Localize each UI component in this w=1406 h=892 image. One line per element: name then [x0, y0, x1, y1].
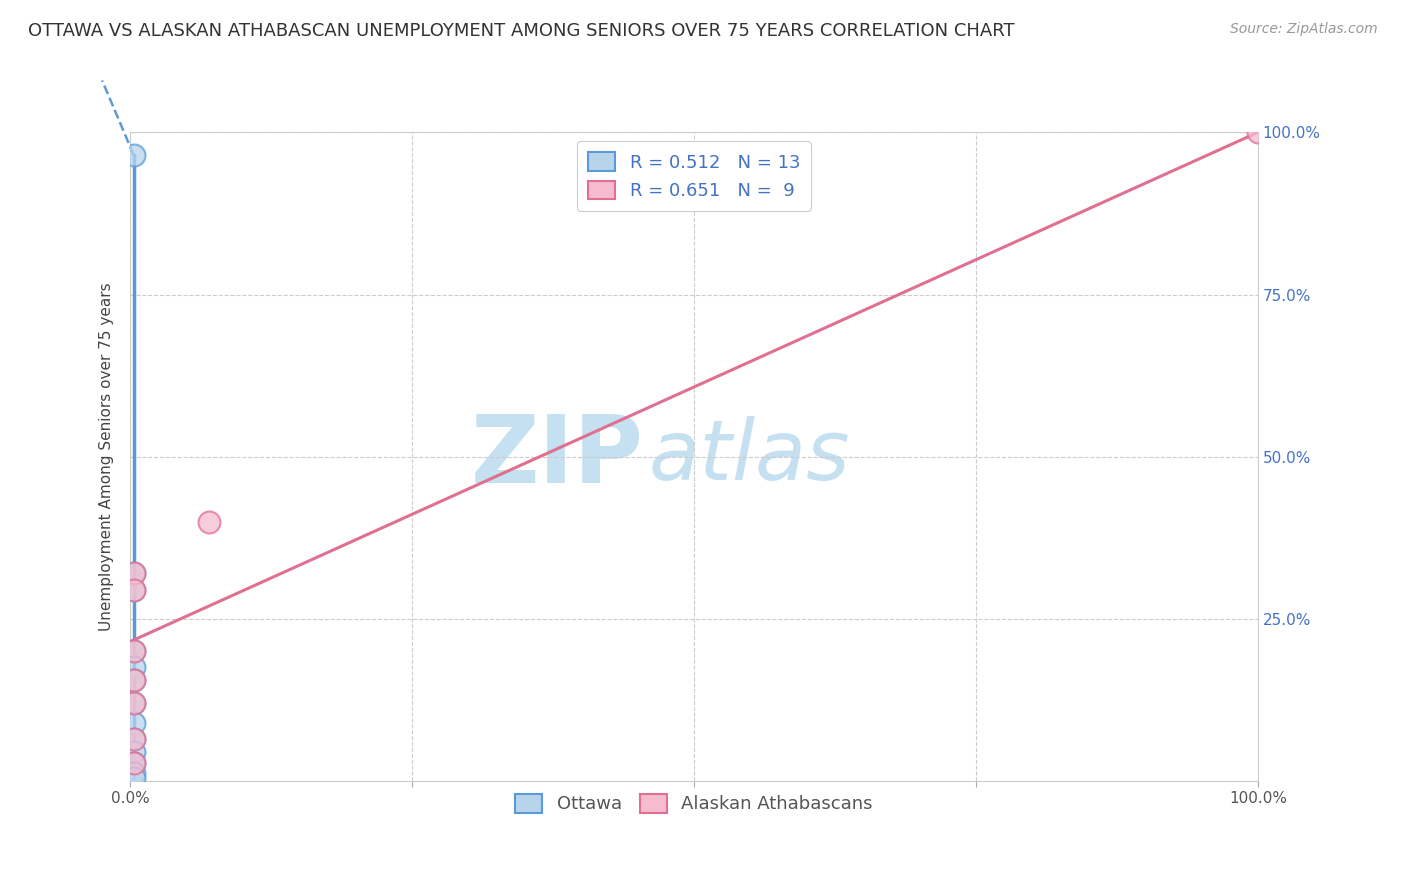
Point — [122, 644, 145, 658]
Point — [122, 745, 145, 759]
Point — [122, 696, 145, 710]
Point — [122, 696, 145, 710]
Text: OTTAWA VS ALASKAN ATHABASCAN UNEMPLOYMENT AMONG SENIORS OVER 75 YEARS CORRELATIO: OTTAWA VS ALASKAN ATHABASCAN UNEMPLOYMEN… — [28, 22, 1015, 40]
Point — [122, 731, 145, 746]
Text: Source: ZipAtlas.com: Source: ZipAtlas.com — [1230, 22, 1378, 37]
Point — [122, 756, 145, 770]
Point — [122, 566, 145, 581]
Text: atlas: atlas — [650, 417, 851, 497]
Point — [122, 582, 145, 597]
Point — [122, 673, 145, 688]
Point — [122, 644, 145, 658]
Point — [198, 515, 221, 529]
Point — [122, 660, 145, 674]
Point — [1247, 125, 1270, 139]
Point — [122, 731, 145, 746]
Point — [122, 756, 145, 770]
Y-axis label: Unemployment Among Seniors over 75 years: Unemployment Among Seniors over 75 years — [100, 283, 114, 631]
Legend: Ottawa, Alaskan Athabascans: Ottawa, Alaskan Athabascans — [508, 787, 880, 821]
Point — [122, 715, 145, 730]
Point — [122, 582, 145, 597]
Point — [122, 771, 145, 785]
Point — [122, 566, 145, 581]
Point — [122, 765, 145, 780]
Point — [122, 148, 145, 162]
Text: ZIP: ZIP — [471, 410, 644, 503]
Point — [122, 673, 145, 688]
